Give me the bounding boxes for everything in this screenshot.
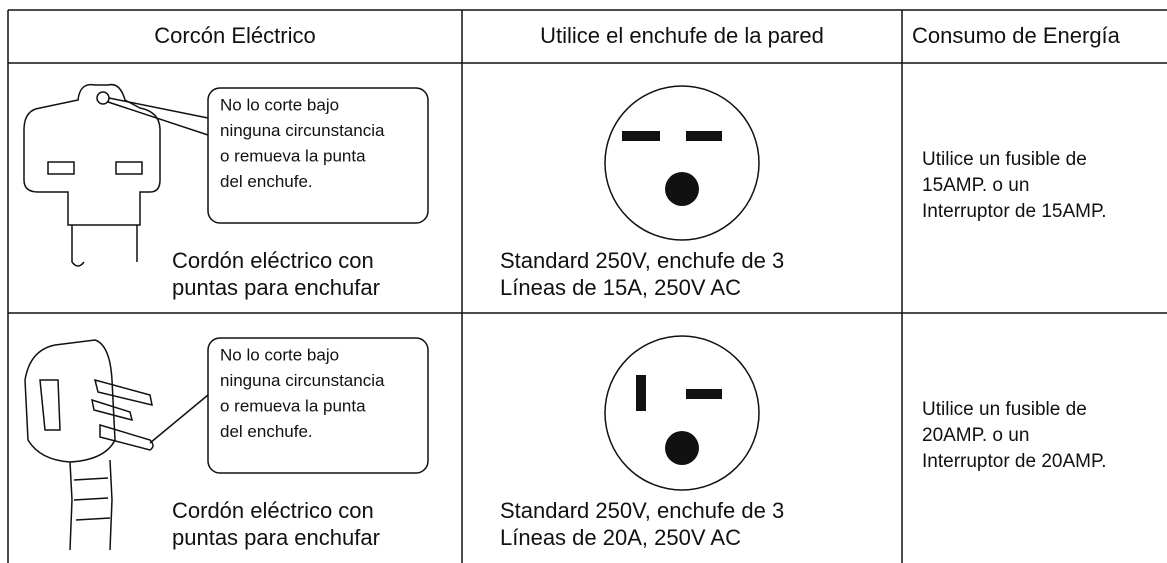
power-text: Utilice un fusible de <box>922 399 1087 420</box>
power-text: Utilice un fusible de <box>922 149 1087 170</box>
callout-text: del enchufe. <box>220 422 313 441</box>
callout-text: o remueva la punta <box>220 396 366 415</box>
header-cell: Corcón Eléctrico <box>154 23 315 48</box>
plug-drawing <box>24 339 209 551</box>
callout-text: ninguna circunstancia <box>220 371 385 390</box>
callout-text: ninguna circunstancia <box>220 121 385 140</box>
outlet-caption: Standard 250V, enchufe de 3 <box>500 498 784 523</box>
cord-caption: Cordón eléctrico con <box>172 248 374 273</box>
cord-caption: Cordón eléctrico con <box>172 498 374 523</box>
cord-caption: puntas para enchufar <box>172 525 380 550</box>
table-lines <box>7 9 1167 563</box>
outlet-caption: Líneas de 15A, 250V AC <box>500 275 741 300</box>
callout-text: No lo corte bajo <box>220 95 339 114</box>
outlet-caption: Líneas de 20A, 250V AC <box>500 525 741 550</box>
cord-caption: puntas para enchufar <box>172 275 380 300</box>
power-text: Interruptor de 20AMP. <box>922 451 1106 472</box>
callout-box <box>207 337 429 474</box>
outlet-caption: Standard 250V, enchufe de 3 <box>500 248 784 273</box>
callout-text: No lo corte bajo <box>220 345 339 364</box>
header-cell: Consumo de Energía <box>912 23 1121 48</box>
callout-text: del enchufe. <box>220 172 313 191</box>
outlet <box>604 335 760 491</box>
power-text: Interruptor de 15AMP. <box>922 201 1106 222</box>
row-texts: No lo corte bajo ninguna circunstancia o r… <box>172 95 1106 549</box>
callout-box <box>207 87 429 224</box>
plug-drawing <box>23 83 209 267</box>
outlet <box>604 85 760 241</box>
power-text: 15AMP. o un <box>922 175 1029 196</box>
power-text: 20AMP. o un <box>922 425 1029 446</box>
callout-text: o remueva la punta <box>220 146 366 165</box>
header-cell: Utilice el enchufe de la pared <box>540 23 824 48</box>
